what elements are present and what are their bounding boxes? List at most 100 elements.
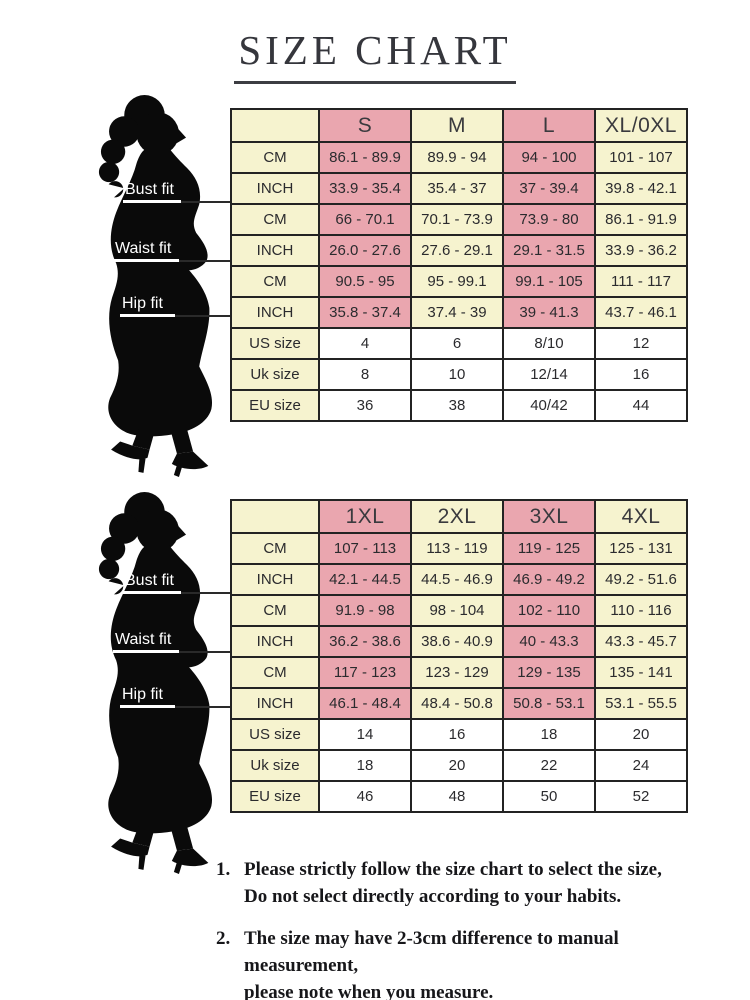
note-item: 2. The size may have 2-3cm difference to… — [216, 925, 736, 1000]
value-cell: 37.4 - 39 — [410, 296, 504, 329]
note-line: Do not select directly according to your… — [244, 886, 622, 907]
row-label-cell: INCH — [230, 563, 320, 596]
value-cell: 89.9 - 94 — [410, 141, 504, 174]
size-column-header: XL/0XL — [594, 108, 688, 143]
hip-fit-connector-line — [175, 706, 232, 708]
value-cell: 43.3 - 45.7 — [594, 625, 688, 658]
value-cell: 16 — [594, 358, 688, 391]
value-cell: 39.8 - 42.1 — [594, 172, 688, 205]
waist-fit-underline — [113, 650, 179, 653]
table-row: CM 117 - 123 123 - 129 129 - 135 135 - 141 — [230, 656, 688, 689]
value-cell: 8/10 — [502, 327, 596, 360]
value-cell: 20 — [410, 749, 504, 782]
row-label-cell: INCH — [230, 296, 320, 329]
table-row: US size 4 6 8/10 12 — [230, 327, 688, 360]
value-cell: 44.5 - 46.9 — [410, 563, 504, 596]
corner-cell — [230, 108, 320, 143]
note-line: Please strictly follow the size chart to… — [244, 859, 662, 880]
table-row: EU size 36 38 40/42 44 — [230, 389, 688, 422]
value-cell: 48 — [410, 780, 504, 813]
value-cell: 40/42 — [502, 389, 596, 422]
size-column-header: 2XL — [410, 499, 504, 534]
row-label-cell: Uk size — [230, 358, 320, 391]
row-label-cell: US size — [230, 327, 320, 360]
bust-fit-underline — [123, 200, 181, 203]
value-cell: 14 — [318, 718, 412, 751]
row-label-cell: CM — [230, 594, 320, 627]
value-cell: 135 - 141 — [594, 656, 688, 689]
value-cell: 49.2 - 51.6 — [594, 563, 688, 596]
value-cell: 123 - 129 — [410, 656, 504, 689]
value-cell: 95 - 99.1 — [410, 265, 504, 298]
value-cell: 33.9 - 35.4 — [318, 172, 412, 205]
size-column-header: S — [318, 108, 412, 143]
note-line: please note when you measure. — [244, 982, 494, 1000]
note-text: Please strictly follow the size chart to… — [244, 856, 662, 910]
table-row: Uk size 18 20 22 24 — [230, 749, 688, 782]
value-cell: 90.5 - 95 — [318, 265, 412, 298]
row-label-cell: CM — [230, 141, 320, 174]
row-label-cell: EU size — [230, 780, 320, 813]
size-column-header: 4XL — [594, 499, 688, 534]
value-cell: 44 — [594, 389, 688, 422]
row-label-cell: CM — [230, 532, 320, 565]
note-line: The size may have 2-3cm difference to ma… — [244, 928, 619, 976]
row-label-cell: US size — [230, 718, 320, 751]
value-cell: 111 - 117 — [594, 265, 688, 298]
note-text: The size may have 2-3cm difference to ma… — [244, 925, 736, 1000]
bust-fit-connector-line — [181, 201, 232, 203]
value-cell: 52 — [594, 780, 688, 813]
value-cell: 40 - 43.3 — [502, 625, 596, 658]
size-table-plus: 1XL 2XL 3XL 4XL CM 107 - 113 113 - 119 119 - 12… — [230, 499, 688, 813]
value-cell: 53.1 - 55.5 — [594, 687, 688, 720]
value-cell: 36.2 - 38.6 — [318, 625, 412, 658]
woman-silhouette — [98, 492, 213, 874]
value-cell: 113 - 119 — [410, 532, 504, 565]
row-label-cell: CM — [230, 203, 320, 236]
waist-fit-connector-line — [179, 260, 232, 262]
table-row: INCH 26.0 - 27.6 27.6 - 29.1 29.1 - 31.5 33.… — [230, 234, 688, 267]
row-label-cell: INCH — [230, 172, 320, 205]
value-cell: 38 — [410, 389, 504, 422]
value-cell: 24 — [594, 749, 688, 782]
value-cell: 43.7 - 46.1 — [594, 296, 688, 329]
value-cell: 35.4 - 37 — [410, 172, 504, 205]
value-cell: 129 - 135 — [502, 656, 596, 689]
table-row: INCH 46.1 - 48.4 48.4 - 50.8 50.8 - 53.1 53.… — [230, 687, 688, 720]
title-wrap: SIZE CHART — [0, 26, 750, 84]
value-cell: 20 — [594, 718, 688, 751]
value-cell: 29.1 - 31.5 — [502, 234, 596, 267]
value-cell: 99.1 - 105 — [502, 265, 596, 298]
bust-fit-label: Bust fit — [125, 181, 174, 198]
value-cell: 46 — [318, 780, 412, 813]
table-row: CM 86.1 - 89.9 89.9 - 94 94 - 100 101 - 107 — [230, 141, 688, 174]
table-row: Uk size 8 10 12/14 16 — [230, 358, 688, 391]
header-row: S M L XL/0XL — [230, 108, 688, 143]
row-label-cell: EU size — [230, 389, 320, 422]
table-row: CM 107 - 113 113 - 119 119 - 125 125 - 131 — [230, 532, 688, 565]
value-cell: 86.1 - 89.9 — [318, 141, 412, 174]
value-cell: 119 - 125 — [502, 532, 596, 565]
hip-fit-label: Hip fit — [122, 686, 163, 703]
waist-fit-label: Waist fit — [115, 631, 172, 648]
table-row: CM 91.9 - 98 98 - 104 102 - 110 110 - 116 — [230, 594, 688, 627]
value-cell: 46.1 - 48.4 — [318, 687, 412, 720]
hip-fit-underline — [120, 705, 175, 708]
value-cell: 98 - 104 — [410, 594, 504, 627]
value-cell: 86.1 - 91.9 — [594, 203, 688, 236]
table-row: INCH 35.8 - 37.4 37.4 - 39 39 - 41.3 43.7 - … — [230, 296, 688, 329]
note-number: 2. — [216, 928, 231, 949]
value-cell: 48.4 - 50.8 — [410, 687, 504, 720]
value-cell: 101 - 107 — [594, 141, 688, 174]
page-title: SIZE CHART — [234, 26, 516, 84]
row-label-cell: INCH — [230, 625, 320, 658]
value-cell: 37 - 39.4 — [502, 172, 596, 205]
value-cell: 91.9 - 98 — [318, 594, 412, 627]
size-section-plus: Bust fit Waist fit Hip fit 1XL 2XL 3XL 4XL C… — [0, 484, 750, 876]
bust-fit-underline — [123, 591, 181, 594]
hip-fit-connector-line — [175, 315, 232, 317]
value-cell: 12/14 — [502, 358, 596, 391]
table-row: CM 90.5 - 95 95 - 99.1 99.1 - 105 111 - 117 — [230, 265, 688, 298]
table-row: INCH 36.2 - 38.6 38.6 - 40.9 40 - 43.3 43.3 … — [230, 625, 688, 658]
